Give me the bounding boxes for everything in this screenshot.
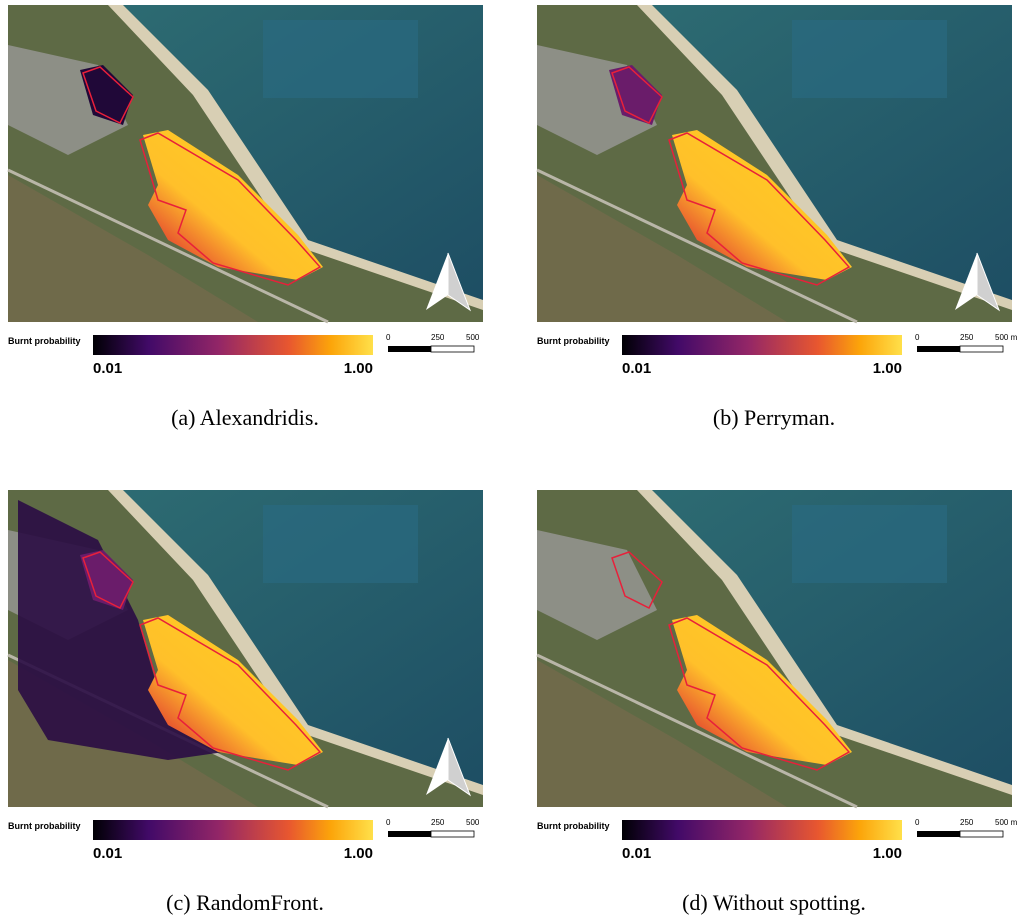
scale-bar-white [431, 831, 474, 837]
panel: Burnt probability 0.01 1.00 0 250 500 (a) Alex… [8, 5, 483, 430]
colorbar-max: 1.00 [344, 845, 373, 862]
sea-tile [792, 20, 947, 98]
colorbar-max: 1.00 [344, 360, 373, 377]
scale-bar-black [917, 346, 960, 352]
colorbar-min: 0.01 [93, 360, 122, 377]
scale-label: 0 [915, 818, 920, 827]
colorbar [93, 820, 373, 840]
legend-title: Burnt probability [8, 821, 81, 831]
colorbar [93, 335, 373, 355]
map [8, 490, 483, 807]
sea-tile [792, 505, 947, 583]
scale-label: 500 m [995, 818, 1018, 827]
scale-label: 500 m [995, 333, 1018, 342]
colorbar-min: 0.01 [622, 845, 651, 862]
colorbar [622, 820, 902, 840]
sea-tile [263, 505, 418, 583]
scale-label: 250 [431, 333, 445, 342]
map [537, 490, 1012, 807]
scale-label: 0 [915, 333, 920, 342]
figure: Burnt probability 0.01 1.00 0 250 500 (a) Alex… [0, 0, 1021, 920]
scale-bar-white [960, 831, 1003, 837]
scale-bar-black [388, 346, 431, 352]
panel: Burnt probability 0.01 1.00 0 250 500 m (b) Pe… [537, 5, 1018, 430]
scale-bar-black [917, 831, 960, 837]
caption: (b) Perryman. [713, 405, 835, 430]
caption: (d) Without spotting. [682, 890, 866, 915]
scale-label: 500 [466, 333, 480, 342]
legend-title: Burnt probability [537, 336, 610, 346]
scale-label: 0 [386, 818, 391, 827]
colorbar [622, 335, 902, 355]
caption: (a) Alexandridis. [171, 405, 319, 430]
colorbar-max: 1.00 [873, 360, 902, 377]
colorbar-max: 1.00 [873, 845, 902, 862]
legend-title: Burnt probability [537, 821, 610, 831]
scale-bar-black [388, 831, 431, 837]
colorbar-min: 0.01 [93, 845, 122, 862]
scale-label: 500 [466, 818, 480, 827]
sea-tile [263, 20, 418, 98]
scale-bar-white [960, 346, 1003, 352]
legend-title: Burnt probability [8, 336, 81, 346]
scale-label: 250 [431, 818, 445, 827]
panel: Burnt probability 0.01 1.00 0 250 500 m (d) Wi… [537, 490, 1018, 915]
caption: (c) RandomFront. [166, 890, 324, 915]
scale-label: 250 [960, 333, 974, 342]
colorbar-min: 0.01 [622, 360, 651, 377]
scale-bar-white [431, 346, 474, 352]
map [537, 5, 1012, 322]
scale-label: 250 [960, 818, 974, 827]
map [8, 5, 483, 322]
panel: Burnt probability 0.01 1.00 0 250 500 (c) Rand… [8, 490, 483, 915]
scale-label: 0 [386, 333, 391, 342]
